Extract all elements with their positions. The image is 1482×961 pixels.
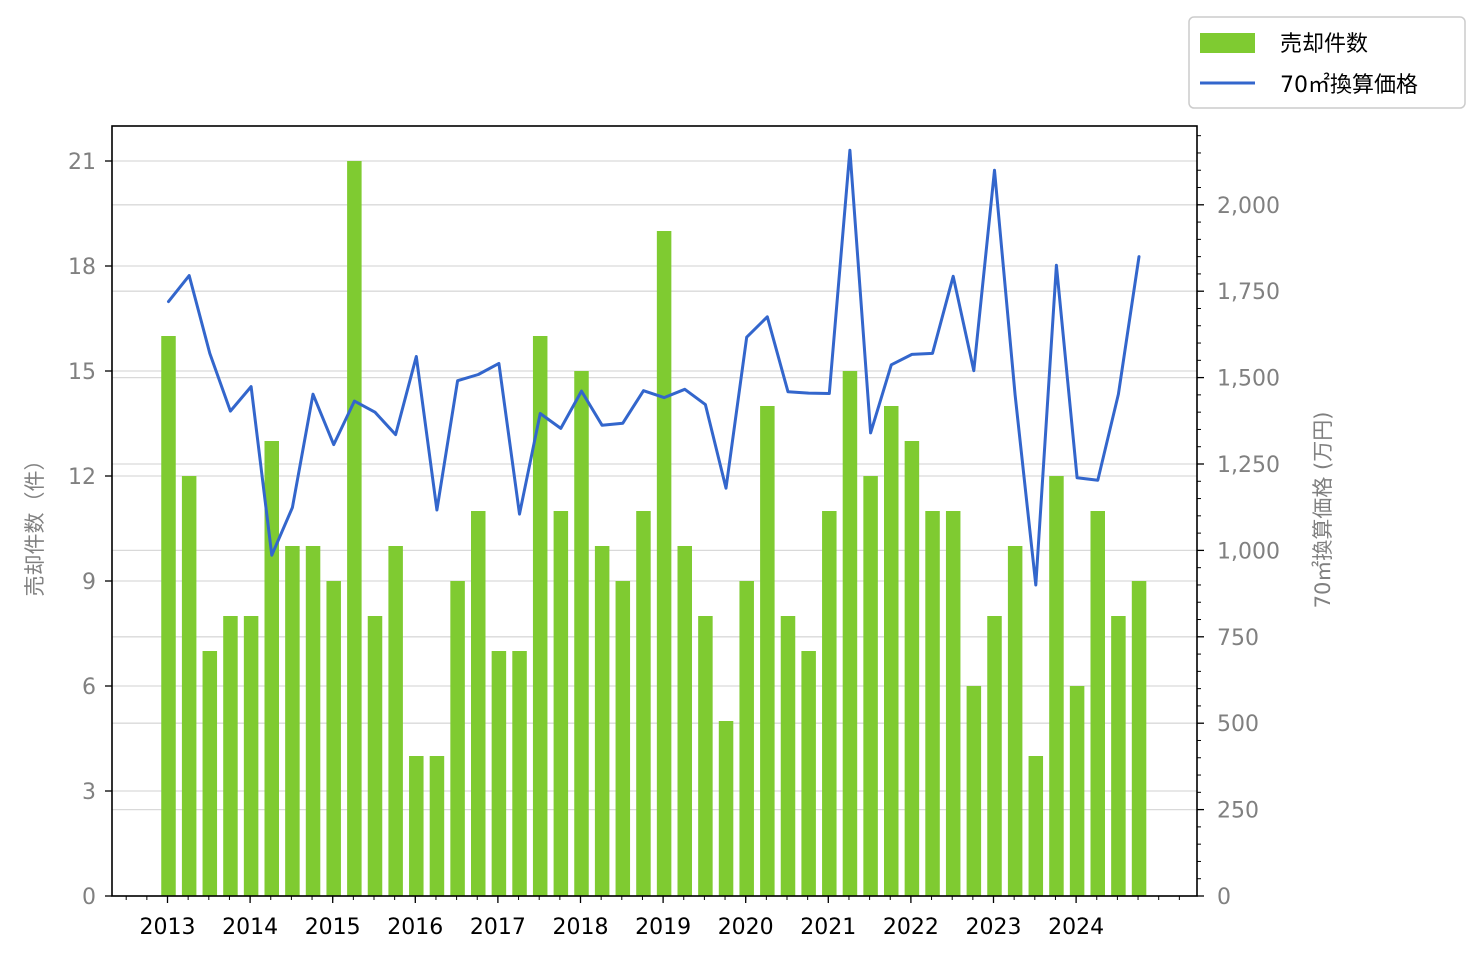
bar: [842, 371, 858, 896]
bar: [388, 546, 403, 896]
y-tick-label-right: 1,500: [1217, 367, 1280, 392]
bar: [181, 476, 197, 896]
x-tick-label: 2024: [1048, 915, 1104, 940]
bar: [1111, 616, 1126, 896]
bar: [780, 616, 796, 896]
y-tick-label-left: 9: [82, 570, 96, 595]
bar: [553, 511, 569, 896]
y-tick-label-right: 1,000: [1217, 539, 1280, 564]
bar: [739, 581, 754, 896]
y-tick-label-right: 250: [1217, 799, 1259, 824]
x-tick-label: 2022: [883, 915, 939, 940]
bar: [512, 651, 527, 896]
bar: [202, 651, 218, 896]
bar: [1090, 511, 1105, 896]
y-tick-label-right: 2,000: [1217, 194, 1280, 219]
bar: [532, 336, 548, 896]
bar: [698, 616, 713, 896]
bar: [1049, 476, 1064, 896]
bar: [429, 756, 445, 896]
y-tick-label-left: 21: [68, 150, 96, 175]
bar: [904, 441, 920, 896]
bar: [656, 231, 672, 896]
x-axis: 2013 2014 2015 2016 2017 2018 2019 2020 2021 2022…: [125, 896, 1180, 940]
x-tick-label: 2023: [966, 915, 1022, 940]
y-tick-label-right: 750: [1217, 626, 1259, 651]
axes: [111, 125, 1198, 897]
bar: [718, 721, 734, 896]
bar: [264, 441, 279, 896]
legend: 売却件数 70㎡換算価格: [1188, 16, 1466, 109]
bar: [471, 511, 486, 896]
bar: [945, 511, 961, 896]
x-tick-label: 2021: [800, 915, 856, 940]
bar-series: [161, 161, 1147, 896]
bar: [863, 476, 878, 896]
bar: [491, 651, 507, 896]
y-tick-label-left: 6: [82, 675, 96, 700]
bar: [987, 616, 1002, 896]
y-axis-right-label: 70㎡換算価格 (万円): [1311, 412, 1335, 609]
bar: [636, 511, 651, 896]
bar: [1069, 686, 1085, 896]
bar: [966, 686, 982, 896]
y-tick-label-left: 3: [82, 780, 96, 805]
bar: [1007, 546, 1023, 896]
bar: [326, 581, 341, 896]
bar: [1028, 756, 1044, 896]
bar: [305, 546, 321, 896]
bar: [161, 336, 176, 896]
bar: [760, 406, 775, 896]
x-tick-label: 2017: [470, 915, 526, 940]
bar: [1131, 581, 1147, 896]
legend-frame: [1188, 16, 1466, 109]
bar: [615, 581, 631, 896]
y-tick-label-right: 1,750: [1217, 280, 1280, 305]
bar: [243, 616, 259, 896]
x-tick-label: 2019: [635, 915, 691, 940]
bar: [822, 511, 837, 896]
x-tick-label: 2020: [718, 915, 774, 940]
bar: [347, 161, 362, 896]
y-tick-label-left: 15: [68, 360, 96, 385]
y-tick-label-right: 0: [1217, 885, 1231, 910]
bar: [409, 756, 424, 896]
y-axis-left: 0 3 6 9 12 15 18 21: [68, 150, 112, 910]
price-line: [167, 148, 1141, 587]
bar: [594, 546, 610, 896]
legend-swatch-bars: [1200, 33, 1255, 53]
bar: [801, 651, 816, 896]
bar: [223, 616, 238, 896]
y-tick-label-left: 0: [82, 885, 96, 910]
bar: [677, 546, 692, 896]
bar: [450, 581, 465, 896]
y-axis-left-label: 売却件数（件）: [23, 450, 47, 597]
y-tick-label-right: 500: [1217, 712, 1259, 737]
x-tick-label: 2014: [222, 915, 278, 940]
plot-frame: [111, 125, 1198, 897]
x-tick-label: 2018: [553, 915, 609, 940]
x-tick-label: 2016: [387, 915, 443, 940]
y-tick-label-left: 12: [68, 465, 96, 490]
legend-label-bars: 売却件数: [1280, 32, 1368, 57]
y-tick-label-left: 18: [68, 255, 96, 280]
bar: [367, 616, 383, 896]
y-tick-label-right: 1,250: [1217, 453, 1280, 478]
bar: [925, 511, 940, 896]
x-tick-label: 2013: [140, 915, 196, 940]
bar: [285, 546, 300, 896]
bar: [884, 406, 899, 896]
legend-label-line: 70㎡換算価格: [1280, 72, 1418, 98]
x-tick-label: 2015: [305, 915, 361, 940]
y-axis-right: 0 250 500 750 1,000 1,250 1,500 1,750 2,000: [1197, 135, 1280, 910]
bar: [574, 371, 589, 896]
